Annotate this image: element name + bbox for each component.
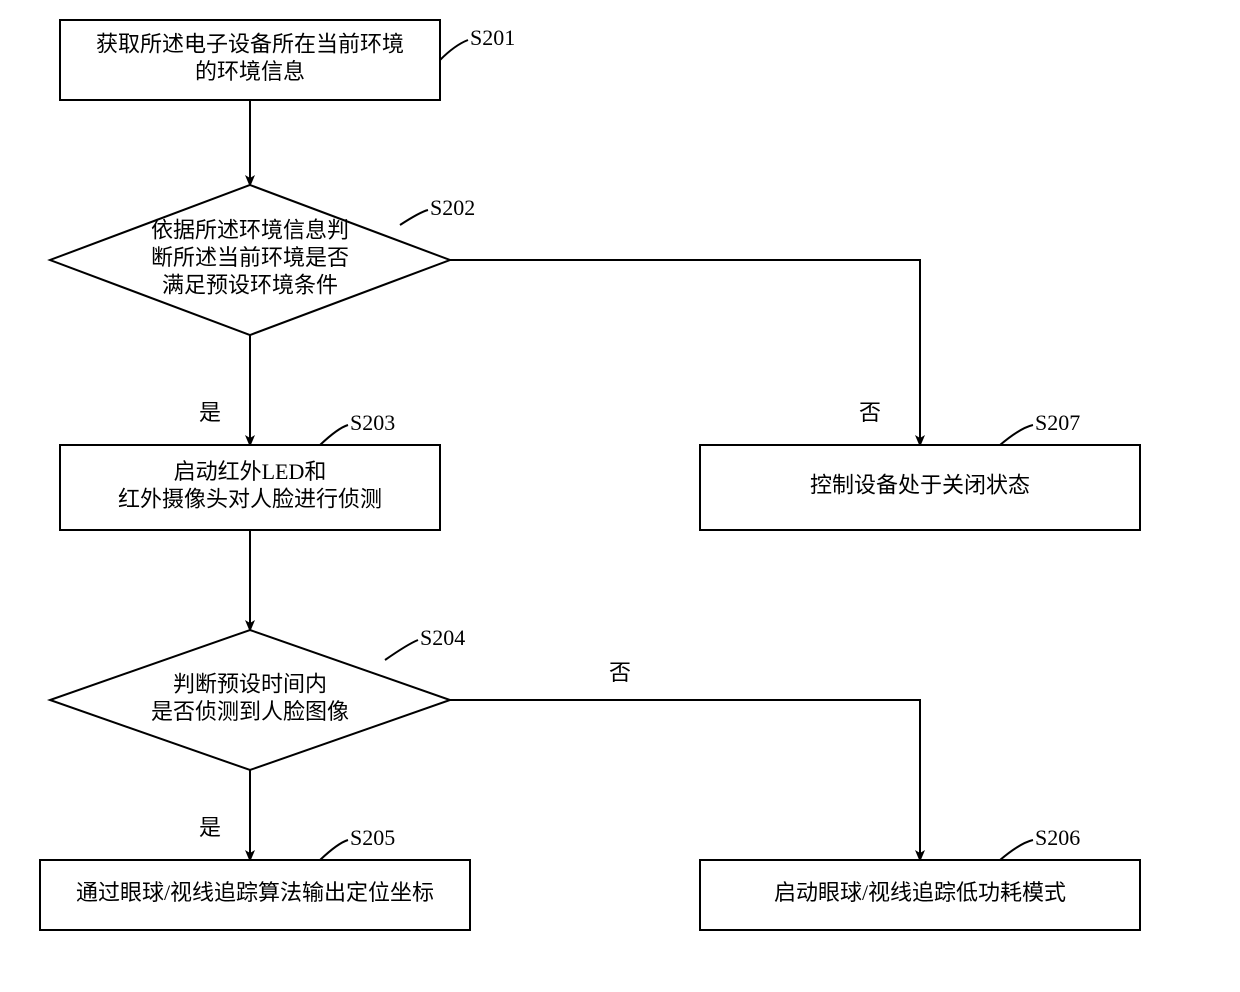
edge-label-4: 是	[199, 815, 221, 840]
label-connector-5	[320, 840, 348, 860]
node-s201: 获取所述电子设备所在当前环境的环境信息	[60, 20, 440, 100]
edge-2	[450, 260, 920, 445]
edge-label-2: 否	[859, 400, 881, 425]
step-label-s205: S205	[350, 825, 395, 850]
label-connector-2	[320, 425, 348, 445]
node-text-s202-0: 依据所述环境信息判	[151, 218, 349, 243]
node-text-s204-0: 判断预设时间内	[173, 671, 327, 696]
label-connector-0	[440, 40, 468, 60]
label-connector-1	[400, 210, 428, 225]
node-text-s205-0: 通过眼球/视线追踪算法输出定位坐标	[76, 880, 434, 905]
node-s205: 通过眼球/视线追踪算法输出定位坐标	[40, 860, 470, 930]
node-s206: 启动眼球/视线追踪低功耗模式	[700, 860, 1140, 930]
flowchart-diagram: 是否是否获取所述电子设备所在当前环境的环境信息S201依据所述环境信息判断所述当…	[0, 0, 1240, 992]
edge-5	[450, 700, 920, 860]
node-text-s206-0: 启动眼球/视线追踪低功耗模式	[774, 880, 1066, 905]
node-text-s203-0: 启动红外LED和	[174, 459, 327, 484]
step-label-s207: S207	[1035, 410, 1080, 435]
node-text-s202-1: 断所述当前环境是否	[151, 245, 349, 270]
node-text-s201-0: 获取所述电子设备所在当前环境	[96, 31, 404, 56]
step-label-s206: S206	[1035, 825, 1080, 850]
node-s204: 判断预设时间内是否侦测到人脸图像	[50, 630, 450, 770]
label-connector-3	[1000, 425, 1033, 445]
edge-label-1: 是	[199, 400, 221, 425]
label-connector-6	[1000, 840, 1033, 860]
node-text-s203-1: 红外摄像头对人脸进行侦测	[118, 486, 382, 511]
step-label-s204: S204	[420, 625, 465, 650]
edge-label-5: 否	[609, 660, 631, 685]
step-label-s203: S203	[350, 410, 395, 435]
node-text-s204-1: 是否侦测到人脸图像	[151, 699, 349, 724]
step-label-s202: S202	[430, 195, 475, 220]
node-s202: 依据所述环境信息判断所述当前环境是否满足预设环境条件	[50, 185, 450, 335]
node-text-s202-2: 满足预设环境条件	[162, 273, 338, 298]
node-text-s201-1: 的环境信息	[195, 59, 305, 84]
node-text-s207-0: 控制设备处于关闭状态	[810, 473, 1030, 498]
step-label-s201: S201	[470, 25, 515, 50]
node-s207: 控制设备处于关闭状态	[700, 445, 1140, 530]
label-connector-4	[385, 640, 418, 660]
node-s203: 启动红外LED和红外摄像头对人脸进行侦测	[60, 445, 440, 530]
